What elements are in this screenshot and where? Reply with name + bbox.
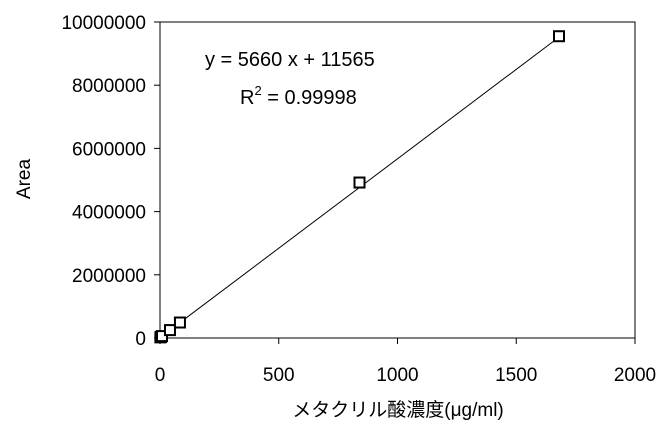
r-squared-exponent: 2 xyxy=(254,83,261,98)
r-squared-label: R2 = 0.99998 xyxy=(240,83,357,109)
r-squared-value: = 0.99998 xyxy=(262,87,357,109)
trendline-equation: y = 5660 x + 11565 xyxy=(205,49,375,71)
x-tick-label: 0 xyxy=(155,365,166,386)
x-tick-label: 2000 xyxy=(614,365,656,386)
x-axis-ticks: 0 500 1000 1500 2000 xyxy=(155,338,656,386)
y-tick-label: 6000000 xyxy=(72,139,146,160)
y-tick-label: 10000000 xyxy=(61,13,146,34)
data-point xyxy=(353,176,366,189)
x-tick-label: 1000 xyxy=(376,365,418,386)
x-axis-title: メタクリル酸濃度(μg/ml) xyxy=(292,399,504,421)
data-point xyxy=(553,30,565,43)
y-tick-label: 2000000 xyxy=(72,266,146,287)
x-tick-label: 500 xyxy=(263,365,295,386)
y-tick-label: 4000000 xyxy=(72,203,146,224)
y-tick-label: 0 xyxy=(135,329,146,350)
y-tick-label: 8000000 xyxy=(72,76,146,97)
r-squared-symbol: R xyxy=(240,87,254,109)
x-tick-label: 1500 xyxy=(495,365,537,386)
y-axis-ticks: 0 2000000 4000000 6000000 8000000 10000000 xyxy=(61,13,160,350)
data-point xyxy=(155,330,168,343)
data-points xyxy=(154,30,565,344)
data-point xyxy=(173,316,186,329)
y-axis-title: Area xyxy=(14,159,35,200)
data-point xyxy=(163,324,176,337)
